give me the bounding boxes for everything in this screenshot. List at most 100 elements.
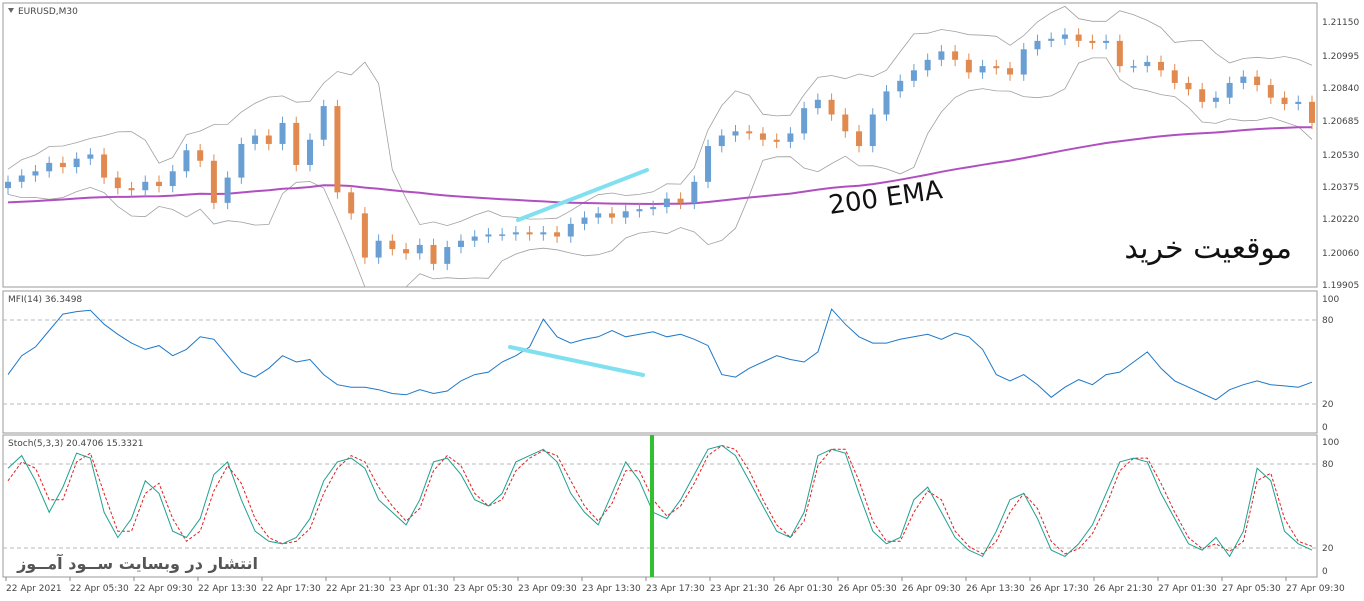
time-tick-label: 27 Apr 01:30 bbox=[1158, 584, 1217, 594]
candle bbox=[46, 156, 53, 178]
mfi-axis: 100 80 20 0 bbox=[1322, 295, 1339, 433]
candle bbox=[1281, 91, 1288, 111]
candle bbox=[183, 143, 190, 178]
candle-body bbox=[636, 209, 643, 212]
candle bbox=[5, 175, 11, 195]
candle bbox=[554, 225, 561, 243]
stoch-main-line bbox=[7, 444, 1313, 558]
candle-body bbox=[952, 51, 959, 60]
price-tick: 1.20840 bbox=[1322, 84, 1359, 94]
candles bbox=[5, 28, 1315, 271]
mfi-line bbox=[7, 308, 1313, 401]
candle bbox=[375, 234, 382, 264]
candle bbox=[1212, 91, 1219, 109]
candle bbox=[842, 108, 849, 138]
candle-body bbox=[375, 240, 382, 258]
price-tick: 1.20530 bbox=[1322, 151, 1359, 161]
candle bbox=[293, 116, 300, 172]
candle-body bbox=[554, 232, 561, 237]
stoch-pane-label: Stoch(5,3,3) 20.4706 15.3321 bbox=[8, 439, 143, 449]
time-tick-label: 27 Apr 05:30 bbox=[1222, 584, 1281, 594]
mfi-tick: 80 bbox=[1322, 316, 1334, 326]
candle-body bbox=[1130, 66, 1137, 68]
price-tick: 1.21150 bbox=[1322, 18, 1359, 28]
candle bbox=[1061, 28, 1068, 46]
candle-body bbox=[1034, 40, 1041, 50]
candle bbox=[897, 74, 904, 98]
candle-body bbox=[924, 59, 931, 71]
collapse-icon[interactable] bbox=[8, 8, 14, 13]
candle-body bbox=[334, 106, 341, 193]
candle-body bbox=[842, 114, 849, 132]
candle bbox=[18, 169, 25, 189]
candle bbox=[952, 45, 959, 67]
candle-body bbox=[512, 232, 519, 235]
time-tick-label: 22 Apr 05:30 bbox=[70, 584, 129, 594]
candle-body bbox=[759, 133, 766, 140]
candle-body bbox=[938, 51, 945, 60]
candle bbox=[1116, 34, 1123, 73]
mfi-tick: 100 bbox=[1322, 295, 1339, 305]
price-tick: 1.20995 bbox=[1322, 52, 1359, 62]
candle bbox=[1199, 82, 1206, 109]
candle-body bbox=[677, 198, 684, 203]
candle-body bbox=[224, 177, 231, 203]
time-tick-label: 22 Apr 2021 bbox=[6, 584, 62, 594]
candle-body bbox=[1309, 101, 1315, 123]
candle bbox=[732, 125, 739, 142]
candle bbox=[1007, 61, 1014, 81]
candle-body bbox=[856, 131, 863, 147]
time-tick-label: 23 Apr 05:30 bbox=[454, 584, 513, 594]
watermark: انتشار در وبسایت ســود آمــوز bbox=[16, 553, 258, 573]
candle-body bbox=[348, 192, 355, 214]
candle bbox=[389, 234, 396, 256]
candle-body bbox=[1103, 40, 1110, 43]
candle bbox=[1075, 28, 1082, 48]
candle-body bbox=[1048, 38, 1055, 41]
candle bbox=[306, 133, 313, 172]
candle-body bbox=[1075, 34, 1082, 41]
candle bbox=[224, 171, 231, 210]
candle-body bbox=[801, 108, 808, 134]
candle bbox=[101, 148, 108, 184]
price-trendline bbox=[516, 168, 649, 222]
candle bbox=[718, 129, 725, 153]
candle bbox=[1254, 70, 1261, 92]
price-tick: 1.20060 bbox=[1322, 249, 1359, 259]
candle bbox=[787, 127, 794, 149]
candle-body bbox=[732, 131, 739, 136]
candle bbox=[1309, 95, 1315, 130]
candle bbox=[430, 238, 437, 271]
candle bbox=[595, 207, 602, 224]
time-tick-label: 22 Apr 09:30 bbox=[134, 584, 193, 594]
candle-body bbox=[101, 154, 108, 178]
candle-body bbox=[993, 66, 1000, 69]
candle-body bbox=[718, 135, 725, 147]
candle-body bbox=[1089, 40, 1096, 43]
candle-body bbox=[663, 198, 670, 208]
candle-body bbox=[1199, 89, 1206, 102]
candle-body bbox=[1116, 40, 1123, 67]
candle-body bbox=[869, 114, 876, 147]
candle-body bbox=[279, 122, 286, 144]
candle-body bbox=[197, 150, 204, 161]
candle-body bbox=[1267, 85, 1274, 98]
candle-body bbox=[114, 177, 121, 189]
candle-body bbox=[1254, 76, 1261, 86]
candle-body bbox=[1171, 70, 1178, 83]
candle-body bbox=[403, 249, 410, 254]
candle-body bbox=[73, 158, 80, 168]
stoch-signal-line bbox=[7, 444, 1313, 555]
mfi-pane[interactable] bbox=[2, 290, 1318, 434]
candle bbox=[910, 64, 917, 88]
time-tick-label: 23 Apr 17:30 bbox=[646, 584, 705, 594]
candle-body bbox=[691, 181, 698, 203]
candle-body bbox=[265, 135, 272, 144]
candle bbox=[197, 143, 204, 168]
candle bbox=[622, 204, 629, 224]
candle bbox=[1144, 55, 1151, 73]
candle bbox=[1158, 55, 1165, 77]
stoch-pane[interactable] bbox=[2, 434, 1318, 578]
candle-body bbox=[169, 171, 176, 187]
candle-body bbox=[787, 133, 794, 142]
